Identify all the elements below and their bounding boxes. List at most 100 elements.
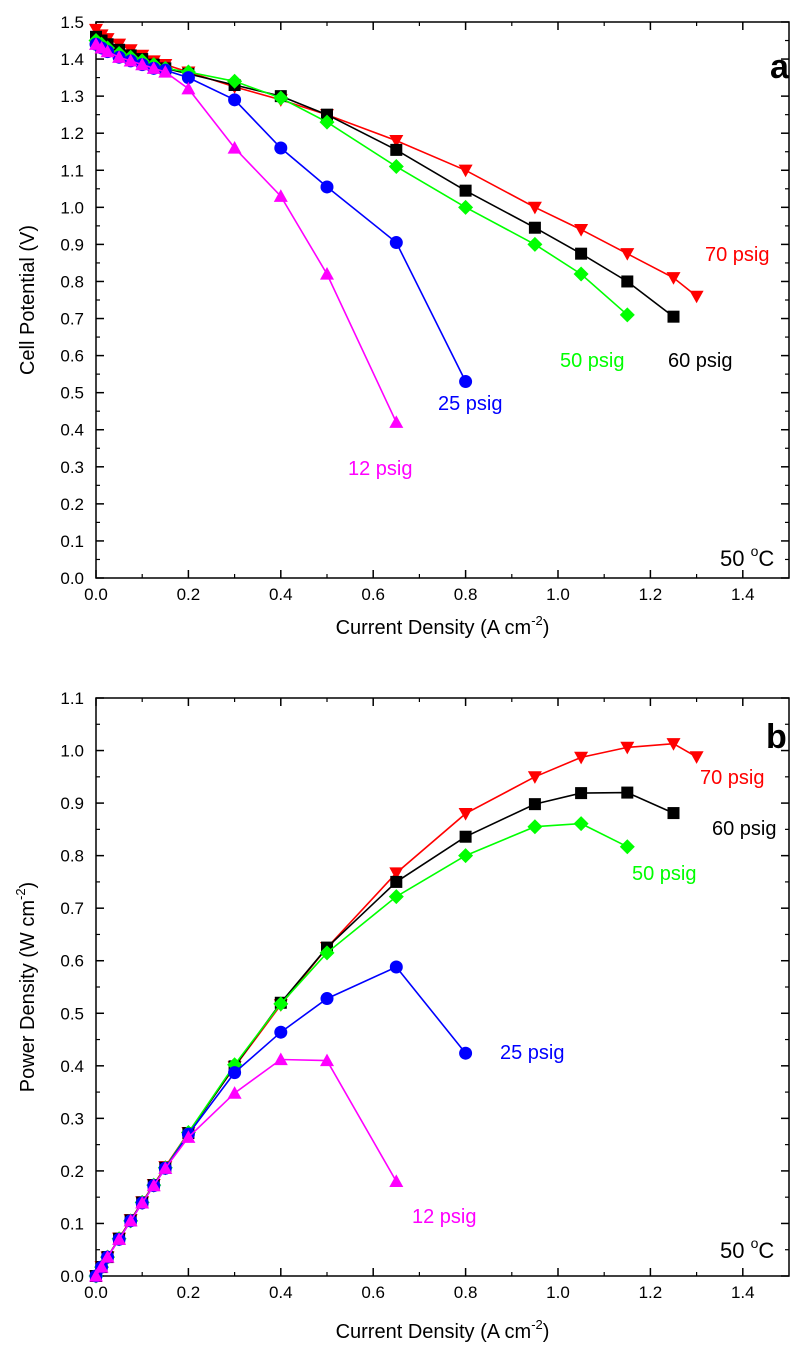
plot-frame [95, 697, 790, 1277]
data-point [158, 1161, 173, 1174]
y-tick-label: 0.0 [60, 569, 84, 588]
data-point [320, 180, 334, 194]
data-point [667, 310, 680, 323]
series-line [95, 791, 674, 1277]
y-tick-label: 0.6 [60, 952, 84, 971]
series-label: 50 psig [560, 350, 625, 372]
data-point [527, 771, 542, 784]
x-axis-label-end: ) [543, 617, 550, 639]
data-point [666, 738, 681, 751]
annotation-degree: o [751, 543, 759, 559]
data-point [274, 1025, 288, 1039]
data-point [389, 1174, 404, 1188]
data-point [319, 945, 335, 961]
data-point [458, 848, 474, 864]
data-point [619, 839, 635, 855]
y-tick-label: 0.4 [60, 1057, 84, 1076]
y-tick-label: 1.0 [60, 742, 84, 761]
data-point [146, 61, 161, 74]
series-line [95, 742, 697, 1277]
series-label: 25 psig [438, 393, 503, 415]
y-tick-label: 1.1 [60, 161, 84, 180]
x-tick-label: 0.2 [177, 1283, 201, 1302]
data-point [389, 236, 403, 250]
series-line [95, 966, 467, 1277]
series-60-psig [90, 786, 680, 1282]
data-point [273, 90, 289, 106]
series-12-psig [89, 1052, 404, 1282]
series-line [95, 43, 398, 423]
x-tick-label: 0.8 [454, 1283, 478, 1302]
data-point [112, 50, 127, 63]
series-label: 60 psig [712, 818, 777, 840]
series-label: 12 psig [348, 458, 413, 480]
y-tick-label: 0.8 [60, 847, 84, 866]
series-label: 12 psig [412, 1206, 477, 1228]
x-axis-label-sup: -2 [531, 613, 543, 628]
data-point [181, 81, 196, 95]
data-point [573, 816, 589, 832]
data-point [273, 189, 288, 202]
y-tick-label: 1.1 [60, 689, 84, 708]
series-70-psig [89, 738, 704, 1283]
chart-panel-b: 0.0 0.2 0.4 0.6 0.8 1.0 1.2 1.4 0.0 0.1 0.2 0.3 0.4 0… [13, 689, 790, 1343]
data-point [689, 290, 704, 304]
y-tick-label: 1.3 [60, 87, 84, 106]
data-point [89, 1269, 103, 1282]
x-tick-label: 0.8 [454, 585, 478, 604]
panel-label: a [770, 48, 790, 86]
data-point [388, 159, 404, 175]
y-axis-label: Power Density (W cm-2) [13, 882, 39, 1092]
data-point [389, 135, 404, 148]
series-label: 70 psig [700, 767, 765, 789]
data-point [390, 875, 403, 888]
x-axis-label-sup: -2 [531, 1317, 543, 1332]
data-point [458, 164, 473, 178]
data-point [459, 184, 472, 197]
data-point [527, 236, 543, 252]
temperature-annotation: 50 oC [720, 543, 774, 571]
data-point [459, 830, 472, 843]
data-point [388, 889, 404, 905]
x-tick-label: 1.2 [639, 1283, 663, 1302]
annotation-main: 50 [720, 546, 751, 571]
data-point [227, 73, 243, 89]
y-tick-label: 0.5 [60, 384, 84, 403]
data-point [575, 247, 588, 260]
data-point [620, 741, 635, 755]
series-label: 70 psig [705, 244, 770, 266]
data-point [573, 266, 589, 282]
data-point [100, 44, 115, 58]
data-point [274, 141, 288, 155]
y-tick-label: 0.9 [60, 235, 84, 254]
x-tick-label: 0.0 [84, 1283, 108, 1302]
y-tick-label: 0.1 [60, 532, 84, 551]
data-point [390, 143, 403, 156]
x-tick-label: 0.2 [177, 585, 201, 604]
y-axis-label-sup: -2 [13, 888, 28, 900]
x-tick-label: 1.2 [639, 585, 663, 604]
y-tick-label: 1.5 [60, 13, 84, 32]
x-tick-label: 0.4 [269, 1283, 293, 1302]
y-tick-label: 0.3 [60, 458, 84, 477]
data-point [320, 1053, 334, 1067]
data-point [619, 307, 635, 323]
data-point [123, 53, 138, 67]
y-tick-label: 0.7 [60, 899, 84, 918]
y-tick-label: 0.5 [60, 1004, 84, 1023]
y-axis-label-main: Cell Potential (V) [17, 225, 39, 375]
series-label: 25 psig [500, 1042, 565, 1064]
data-point [458, 199, 474, 215]
series-line [95, 1058, 397, 1277]
series-label: 60 psig [668, 350, 733, 372]
annotation-unit: C [758, 1238, 774, 1263]
y-tick-label: 0.0 [60, 1267, 84, 1286]
data-point [621, 786, 634, 799]
data-point [528, 221, 541, 234]
x-tick-label: 0.0 [84, 585, 108, 604]
y-tick-label: 0.8 [60, 272, 84, 291]
data-point [574, 751, 589, 765]
y-axis-label: Cell Potential (V) [17, 225, 39, 375]
data-point [158, 65, 173, 78]
data-point [527, 819, 543, 835]
